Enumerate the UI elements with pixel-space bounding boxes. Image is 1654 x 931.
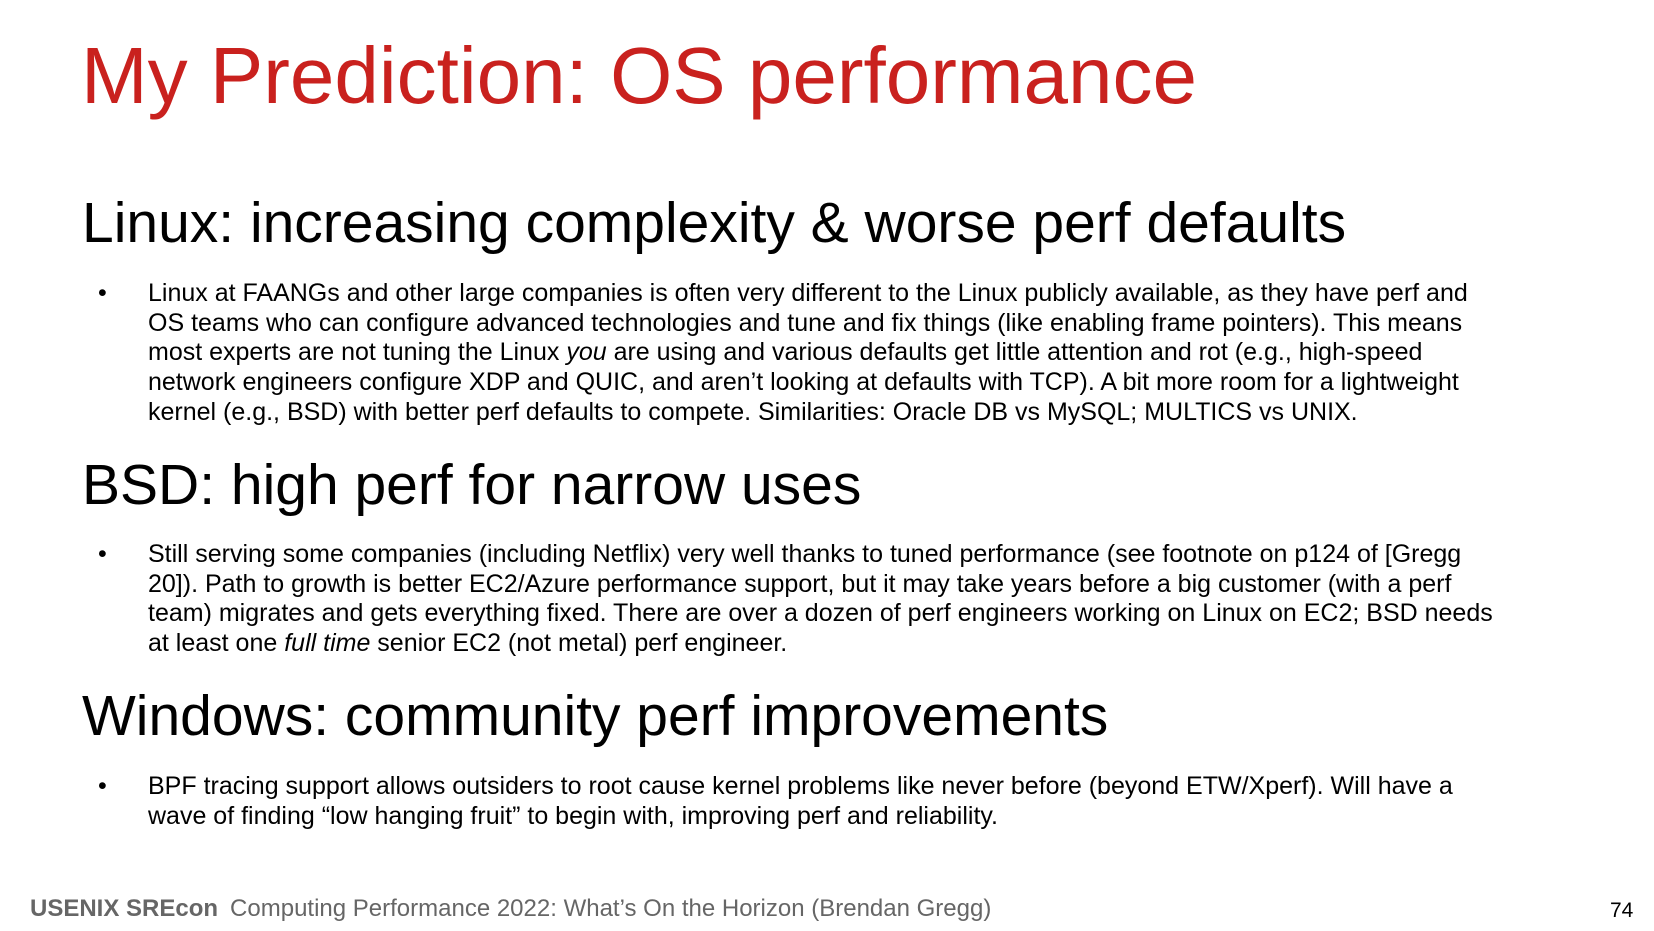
footer-brand: USENIX SREcon	[30, 895, 219, 922]
text-segment: team) migrates and gets everything fixed…	[148, 599, 1493, 628]
text-line: Linux at FAANGs and other large companie…	[148, 279, 1468, 309]
text-segment: are using and various defaults get littl…	[606, 338, 1423, 367]
bullet: •	[98, 772, 107, 800]
text-line: wave of finding “low hanging fruit” to b…	[148, 802, 1453, 832]
text-line: BPF tracing support allows outsiders to …	[148, 772, 1453, 802]
section-heading-bsd: BSD: high perf for narrow uses	[82, 453, 862, 517]
text-line: Still serving some companies (including …	[148, 540, 1493, 570]
emphasis-text: full time	[284, 629, 371, 658]
text-line: most experts are not tuning the Linux yo…	[148, 338, 1468, 368]
bullet: •	[98, 279, 107, 307]
text-segment: OS teams who can configure advanced tech…	[148, 308, 1463, 337]
text-segment: Still serving some companies (including …	[148, 540, 1462, 568]
bullet: •	[98, 540, 107, 568]
text-segment: BPF tracing support allows outsiders to …	[148, 772, 1453, 800]
section-heading-linux: Linux: increasing complexity & worse per…	[82, 191, 1347, 255]
text-line: kernel (e.g., BSD) with better perf defa…	[148, 398, 1468, 428]
text-segment: kernel (e.g., BSD) with better perf defa…	[148, 397, 1358, 426]
text-segment: wave of finding “low hanging fruit” to b…	[148, 801, 998, 830]
section-paragraph-bsd: Still serving some companies (including …	[148, 540, 1493, 659]
text-line: at least one full time senior EC2 (not m…	[148, 629, 1493, 659]
text-segment: network engineers configure XDP and QUIC…	[148, 368, 1459, 397]
section-heading-windows: Windows: community perf improvements	[82, 684, 1109, 748]
text-segment: most experts are not tuning the Linux	[148, 338, 567, 367]
footer: USENIX SREcon Computing Performance 2022:…	[30, 895, 991, 923]
text-line: network engineers configure XDP and QUIC…	[148, 368, 1468, 398]
page-number: 74	[1610, 899, 1634, 922]
text-segment: at least one	[148, 629, 285, 658]
footer-talk-title: Computing Performance 2022: What’s On th…	[230, 895, 992, 922]
text-segment: senior EC2 (not metal) perf engineer.	[370, 629, 788, 658]
slide-title: My Prediction: OS performance	[81, 31, 1197, 120]
emphasis-text: you	[566, 338, 607, 367]
text-line: 20]). Path to growth is better EC2/Azure…	[148, 570, 1493, 600]
text-line: OS teams who can configure advanced tech…	[148, 309, 1468, 339]
section-paragraph-linux: Linux at FAANGs and other large companie…	[148, 279, 1468, 428]
section-paragraph-windows: BPF tracing support allows outsiders to …	[148, 772, 1453, 831]
text-line: team) migrates and gets everything fixed…	[148, 599, 1493, 629]
text-segment: Linux at FAANGs and other large companie…	[148, 279, 1468, 307]
text-segment: 20]). Path to growth is better EC2/Azure…	[148, 569, 1452, 598]
